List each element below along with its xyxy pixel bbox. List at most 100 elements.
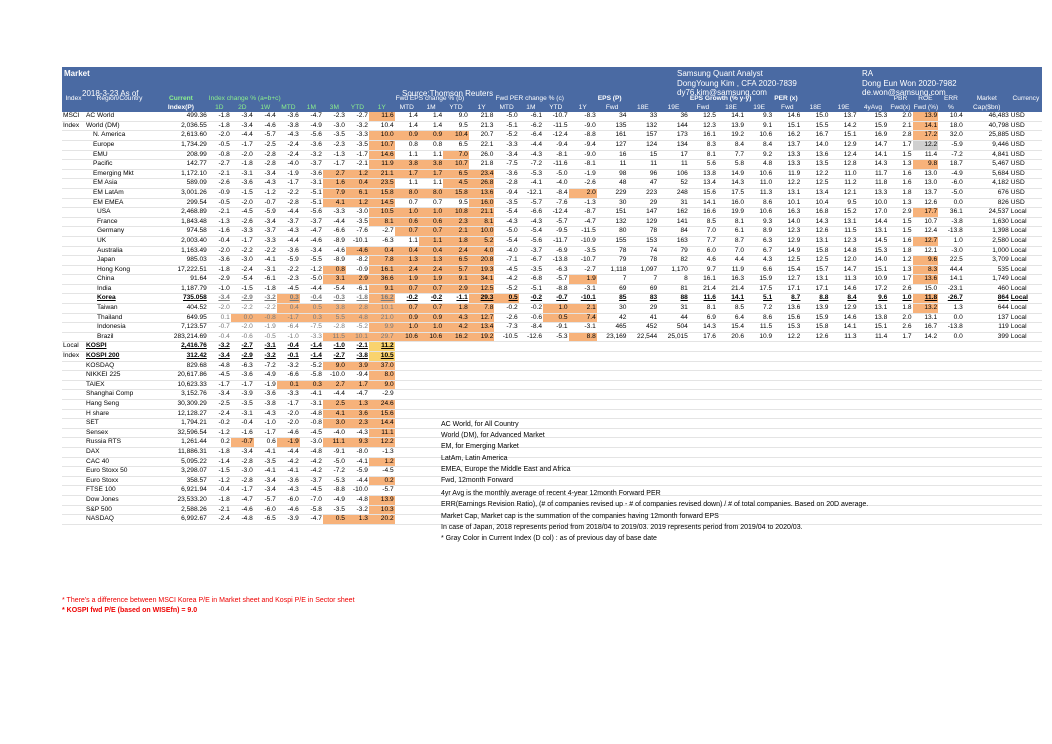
cell: -1.8 [345,293,369,305]
cell: -5.7 [543,217,569,228]
cell: -2.6 [568,178,597,189]
cell: -2.2 [276,188,300,199]
cell: -2.0 [230,198,254,209]
cell: -6.6 [518,207,544,218]
empty-cell [627,428,659,439]
empty-cell [938,447,964,458]
empty-cell [418,389,444,400]
cell: 12.4 [912,226,939,237]
cell: 11.4 [857,332,889,343]
empty-cell [938,389,964,400]
cell: 1.0 [418,322,444,333]
cell: -3.4 [230,447,254,458]
empty-cell [963,466,1010,477]
empty-cell [829,505,858,516]
empty-cell [773,466,802,477]
cell: USD [1009,112,1042,122]
empty-cell [494,476,519,487]
cell: -1.7 [207,380,231,391]
cell: -3.2 [345,505,369,516]
cell: -5.0 [543,169,569,180]
empty-cell [418,351,444,362]
table-row: Pacific 142.77 -2.7 -1.8 -2.8 -4.0 -3.7 -1.7 -2.… [62,159,1042,170]
empty-cell [857,466,889,477]
cell: 11.7 [857,169,889,180]
subcol-21: 19E [658,103,689,113]
cell: 15.2 [829,207,858,218]
subcol-32: Cap($bn) [963,103,1010,113]
empty-cell [468,409,495,420]
cell: -5.7 [253,495,277,506]
empty-cell [543,476,569,487]
cell: -26.7 [938,293,964,305]
cell: 15.5 [801,121,830,132]
cell: -1.5 [230,188,254,199]
empty-cell [443,476,469,487]
table-row: Euro Stoxx 50 3,298.07 -1.5 -3.0 -4.1 -4.1 -4.… [62,466,1042,477]
cell: USD [1009,169,1042,180]
cell: -4.7 [230,495,254,506]
empty-cell [888,418,913,429]
region-name: EM Asia [85,178,155,189]
cell: -2.1 [345,159,369,170]
cell: -2.7 [230,341,254,353]
empty-cell [938,361,964,372]
cell: -3.4 [230,112,254,122]
empty-cell [688,485,717,496]
empty-cell [938,505,964,516]
empty-cell [394,380,419,391]
empty-cell [468,437,495,448]
cell: -3.7 [299,217,323,228]
cell: -7.5 [494,159,519,170]
cell: -5.9 [938,140,964,151]
cell: 2.0 [888,313,913,324]
note-line: ERR(Earnings Revision Ratio), (# of comp… [441,501,869,509]
cell: 21.1 [468,207,495,218]
cell: 7.9 [322,188,346,199]
cell: -3.9 [230,389,254,400]
empty-cell [829,476,858,487]
cell: 1.0 [888,293,913,305]
empty-cell [938,409,964,420]
cell: Local [1009,246,1042,257]
empty-cell [1009,341,1042,353]
cell: 17.0 [857,207,889,218]
empty-cell [857,418,889,429]
note-line: * Gray Color in Current Index (D col) : … [441,535,657,543]
empty-cell [494,418,519,429]
cell: 0.4 [345,178,369,189]
table-row: CAC 40 5,095.22 -1.4 -2.8 -3.5 -4.2 -4.2 -5.0 -4… [62,457,1042,468]
cell: 0.7 [418,303,444,314]
cell: 0.9 [418,313,444,324]
empty-cell [418,380,444,391]
cell: -11.5 [568,226,597,237]
empty-cell [801,341,830,353]
region-name: FTSE 100 [85,485,155,496]
cell: -1.7 [253,428,277,439]
cell: 20.2 [368,514,395,525]
empty-cell [773,428,802,439]
empty-cell [568,418,597,429]
cell: 1,843.48 [154,217,208,228]
cell: 13.8 [857,313,889,324]
cell: -2.0 [207,303,231,314]
empty-cell [627,485,659,496]
empty-cell [494,409,519,420]
cell: -5.5 [299,255,323,266]
cell: -5.0 [299,274,323,285]
empty-cell [418,361,444,372]
cell: 2,416.76 [154,341,208,353]
cell: 119 [963,322,1010,333]
cell: 4,841 [963,150,1010,161]
cell: 504 [658,322,689,333]
cell: -4.7 [345,389,369,400]
cell: 22.5 [938,255,964,266]
cell: 1.1 [418,178,444,189]
group-label [62,485,86,496]
empty-cell [745,370,774,381]
empty-cell [1009,399,1042,410]
cell: 14.3 [857,159,889,170]
table-row: Germany 974.58 -1.6 -3.3 -3.7 -4.3 -4.7 -6.6 -7.… [62,226,1042,237]
group-label: Index [62,351,86,362]
analyst1-title: Samsung Quant Analyst [677,69,763,78]
